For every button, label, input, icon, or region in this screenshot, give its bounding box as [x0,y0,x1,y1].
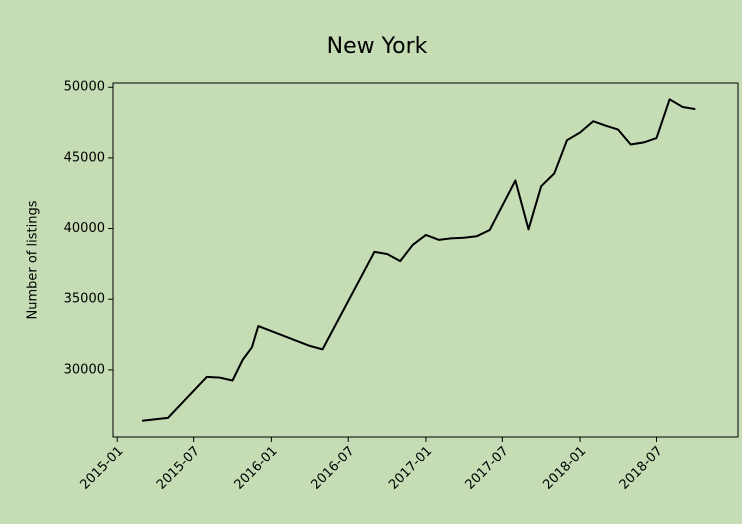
chart-title: New York [327,34,428,59]
y-tick-label: 40000 [64,221,105,236]
data-line [141,98,696,422]
y-tick-label: 35000 [64,292,105,307]
y-axis-label: Number of listings [26,200,41,319]
y-tick-label: 50000 [64,80,105,95]
y-tick-label: 45000 [64,150,105,165]
y-tick-label: 30000 [64,362,105,377]
